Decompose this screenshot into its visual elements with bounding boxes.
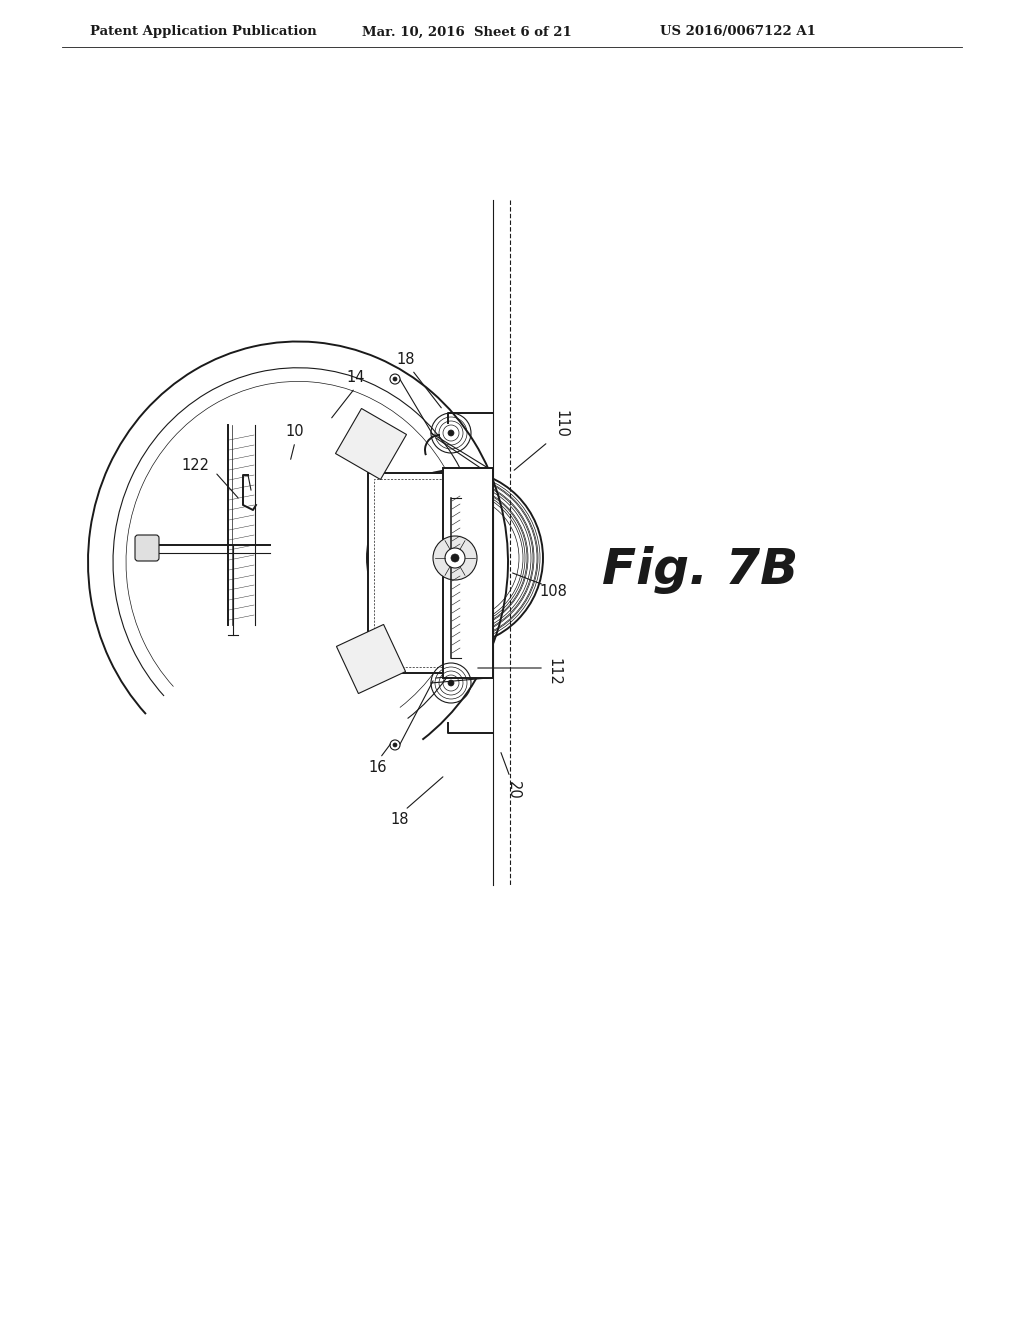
Circle shape: [390, 741, 400, 750]
Text: 122: 122: [181, 458, 209, 473]
Text: US 2016/0067122 A1: US 2016/0067122 A1: [660, 25, 816, 38]
Bar: [337, 624, 406, 693]
Circle shape: [449, 430, 454, 436]
Text: 18: 18: [391, 813, 410, 828]
Text: Mar. 10, 2016  Sheet 6 of 21: Mar. 10, 2016 Sheet 6 of 21: [362, 25, 571, 38]
Bar: [374, 479, 482, 667]
Text: Fig. 7B: Fig. 7B: [602, 546, 798, 594]
Text: 16: 16: [369, 760, 387, 776]
Text: 108: 108: [539, 585, 567, 599]
Text: 14: 14: [347, 371, 366, 385]
Circle shape: [449, 680, 454, 686]
Circle shape: [393, 743, 397, 747]
Text: Patent Application Publication: Patent Application Publication: [90, 25, 316, 38]
Circle shape: [390, 374, 400, 384]
Circle shape: [445, 548, 465, 568]
Text: 20: 20: [506, 780, 520, 800]
FancyBboxPatch shape: [135, 535, 159, 561]
Bar: [368, 473, 488, 673]
Text: 18: 18: [396, 352, 416, 367]
Text: 110: 110: [554, 411, 568, 438]
Circle shape: [393, 378, 397, 381]
Bar: [443, 469, 493, 678]
Circle shape: [451, 554, 459, 562]
Bar: [336, 408, 407, 479]
Text: 112: 112: [547, 659, 561, 686]
Circle shape: [433, 536, 477, 579]
Text: 10: 10: [286, 425, 304, 440]
